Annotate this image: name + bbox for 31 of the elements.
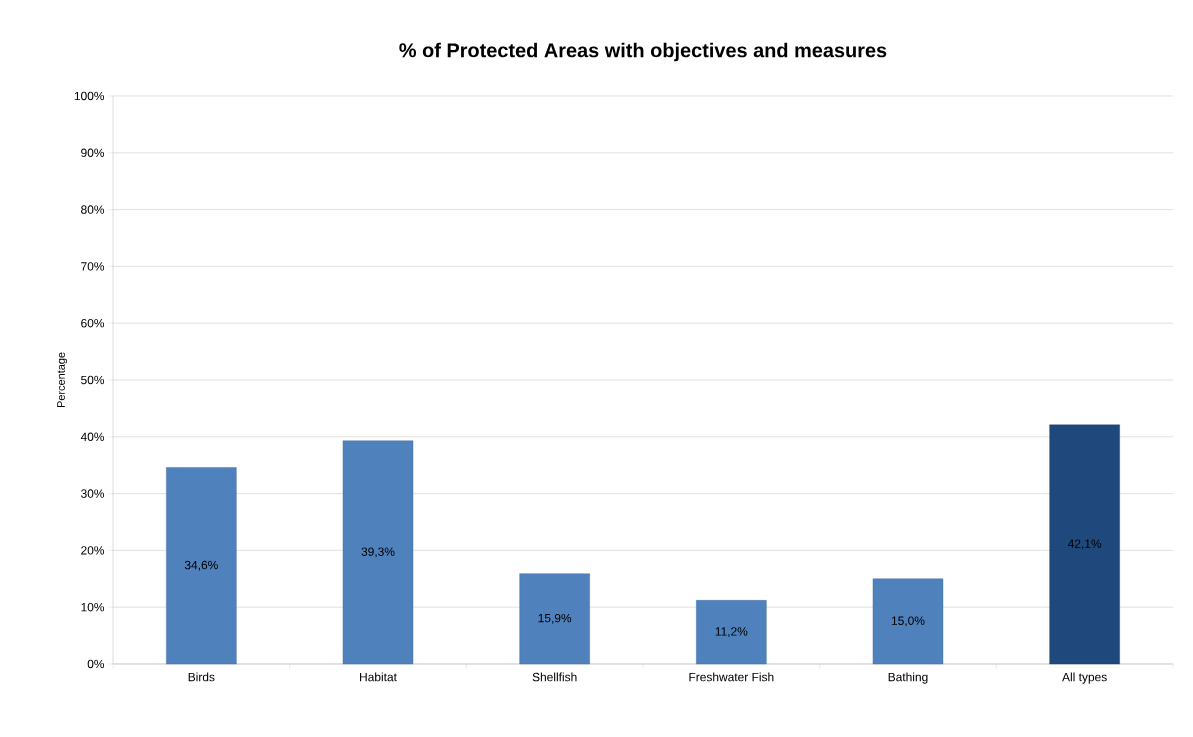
y-tick-label: 20% — [81, 546, 105, 555]
bar — [872, 578, 944, 665]
y-tick-label: 70% — [81, 262, 105, 271]
y-tick-label: 30% — [81, 489, 105, 498]
data-label: 15,0% — [891, 616, 925, 627]
bar — [696, 600, 767, 665]
y-tick-label: 100% — [74, 91, 105, 101]
data-label: 11,2% — [715, 627, 748, 638]
bar — [519, 573, 590, 665]
x-tick-label: Habitat — [360, 672, 397, 682]
y-tick-label: 90% — [81, 148, 105, 158]
y-tick-label: 60% — [81, 318, 105, 328]
y-tick-label: 40% — [80, 432, 105, 442]
y-tick-label: 0% — [87, 659, 105, 669]
chart-title: % of Protected Areas with objectives and measures — [399, 42, 887, 62]
data-label: 42,1% — [1067, 539, 1102, 550]
y-tick-label: 80% — [81, 205, 105, 214]
data-label: 15,9% — [538, 613, 572, 624]
x-tick-label: Freshwater Fish — [689, 672, 774, 682]
bar — [1049, 424, 1120, 665]
bar — [166, 467, 237, 665]
data-label: 39,3% — [361, 547, 395, 558]
y-axis-title: Percentage — [57, 352, 68, 408]
x-tick-label: Bathing — [888, 672, 928, 684]
data-label: 34,6% — [184, 560, 218, 571]
y-tick-label: 10% — [81, 602, 105, 612]
y-tick-label: 50% — [81, 375, 105, 385]
bar — [342, 440, 414, 665]
x-tick-label: All types — [1062, 672, 1107, 684]
x-tick-label: Birds — [188, 672, 215, 682]
x-tick-label: Shellfish — [532, 672, 577, 682]
